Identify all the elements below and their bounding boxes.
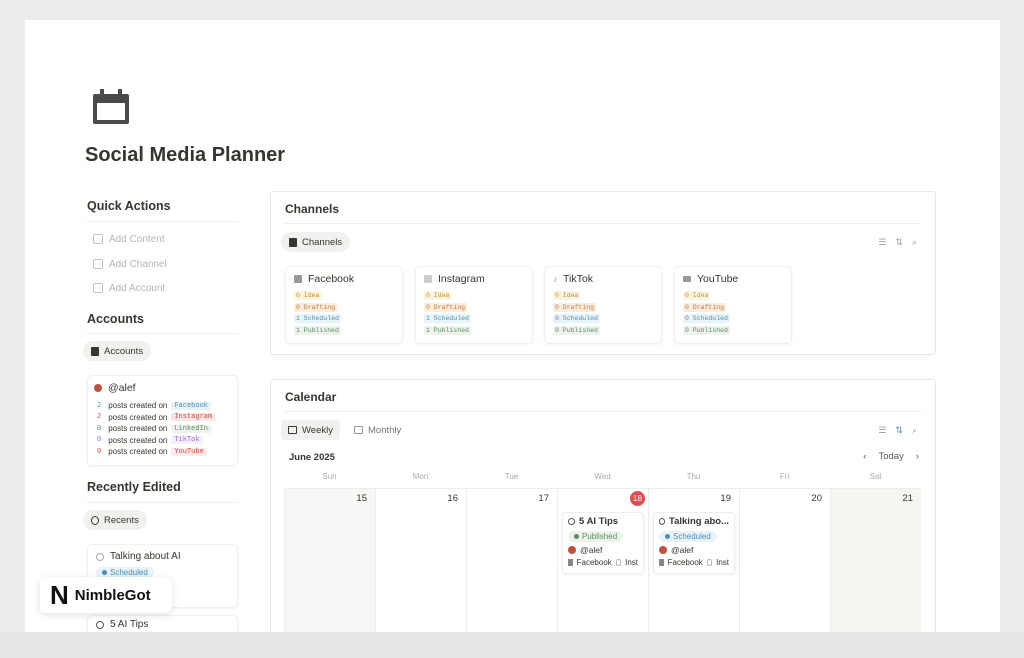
date-number: 19 — [720, 493, 731, 504]
weekday-label: Tue — [504, 472, 519, 481]
today-button[interactable]: Today — [878, 451, 904, 462]
calendar-day-cell[interactable]: 19 Talking abo... Scheduled @alef Faceboo… — [648, 488, 739, 632]
channel-card-tiktok[interactable]: ♪ TikTok 0 Idea 0 Drafting 0 Scheduled 0 Publ… — [544, 266, 662, 344]
date-number: 21 — [902, 493, 913, 504]
nimblegot-logo-icon: N — [50, 579, 69, 610]
accounts-view-tab[interactable]: Accounts — [83, 341, 152, 361]
tab-monthly[interactable]: Monthly — [347, 420, 408, 440]
table-icon — [289, 237, 297, 247]
weekday-label: Fri — [779, 472, 790, 481]
calendar-day-cell[interactable]: 16 — [375, 488, 466, 632]
event-card[interactable]: 5 AI Tips Published @alef Facebook Inst — [562, 512, 644, 574]
tab-weekly[interactable]: Weekly — [281, 420, 340, 440]
calendar-day-cell[interactable]: 17 — [466, 488, 557, 632]
youtube-icon — [683, 276, 691, 282]
recents-view-tab[interactable]: Recents — [83, 510, 147, 530]
page: Social Media Planner Quick Actions Add C… — [25, 20, 1000, 632]
search-icon[interactable]: ⌕ — [911, 425, 917, 435]
date-number: 20 — [811, 493, 822, 504]
channels-view-tab[interactable]: Channels — [281, 232, 351, 252]
add-content-button[interactable]: Add Content — [87, 228, 171, 250]
quick-actions-heading: Quick Actions — [87, 199, 171, 213]
calendar-day-cell[interactable]: 18 5 AI Tips Published @alef Facebook Inst — [557, 488, 648, 632]
channel-card-instagram[interactable]: Instagram 0 Idea 0 Drafting 1 Scheduled 1 Pu… — [415, 266, 533, 344]
instagram-icon — [424, 275, 432, 283]
filter-icon[interactable]: ☰ — [878, 425, 887, 435]
add-channel-button[interactable]: Add Channel — [87, 253, 173, 275]
calendar-day-cell[interactable]: 21 — [830, 488, 921, 632]
avatar — [568, 546, 576, 554]
today-date: 18 — [630, 491, 645, 506]
channel-card-facebook[interactable]: Facebook 0 Idea 0 Drafting 1 Scheduled 1 Pub… — [285, 266, 403, 344]
sort-icon[interactable]: ⇅ — [895, 425, 903, 435]
facebook-icon — [568, 559, 573, 566]
accounts-heading: Accounts — [87, 312, 144, 326]
sort-icon[interactable]: ⇅ — [895, 237, 903, 247]
event-card[interactable]: Talking abo... Scheduled @alef Facebook I… — [653, 512, 735, 574]
facebook-icon — [659, 559, 664, 566]
calendar-day-cell[interactable]: 15 — [284, 488, 375, 632]
facebook-icon — [294, 275, 302, 283]
channels-section: Channels Channels ☰ ⇅ ⌕ Facebook 0 Idea 0 Dr… — [270, 191, 936, 355]
recently-edited-heading: Recently Edited — [87, 480, 181, 494]
date-number: 17 — [538, 493, 549, 504]
contact-icon — [93, 283, 103, 293]
status-badge: Scheduled — [96, 567, 154, 578]
clock-icon — [91, 515, 99, 525]
table-icon — [93, 259, 103, 269]
calendar-day-cell[interactable]: 20 — [739, 488, 830, 632]
instagram-icon — [706, 559, 713, 566]
calendar-section: Calendar Weekly Monthly ☰ ⇅ ⌕ June 2025 ‹ T… — [270, 379, 936, 632]
contact-icon — [91, 346, 99, 356]
page-title: Social Media Planner — [85, 144, 286, 166]
month-label: June 2025 — [289, 452, 335, 463]
avatar — [659, 546, 667, 554]
brand-logo: N NimbleGot — [40, 577, 172, 613]
avatar — [94, 384, 102, 392]
weekday-label: Sun — [322, 472, 337, 481]
edit-icon — [93, 234, 103, 244]
status-circle-icon — [96, 621, 104, 629]
channel-card-youtube[interactable]: YouTube 0 Idea 0 Drafting 0 Scheduled 0 Publ… — [674, 266, 792, 344]
calendar-heading: Calendar — [285, 390, 337, 404]
weekday-label: Mon — [412, 472, 429, 481]
weekday-label: Wed — [594, 472, 611, 481]
prev-icon[interactable]: ‹ — [863, 451, 867, 462]
calendar-icon — [93, 89, 129, 124]
add-account-button[interactable]: Add Account — [87, 277, 171, 299]
date-number: 16 — [447, 493, 458, 504]
search-icon[interactable]: ⌕ — [911, 237, 917, 247]
status-badge: Published — [568, 531, 624, 542]
recent-item[interactable]: 5 AI Tips — [87, 615, 238, 632]
account-card[interactable]: @alef 2 posts created on Facebook 2 posts c… — [87, 375, 238, 466]
weekday-label: Thu — [686, 472, 701, 481]
channels-heading: Channels — [285, 202, 340, 216]
tiktok-icon: ♪ — [553, 274, 557, 284]
status-badge: Scheduled — [659, 531, 717, 542]
date-number: 15 — [356, 493, 367, 504]
filter-icon[interactable]: ☰ — [878, 237, 887, 247]
instagram-icon — [615, 559, 622, 566]
next-icon[interactable]: › — [915, 451, 919, 462]
gear-icon — [96, 552, 104, 561]
weekday-label: Sat — [869, 472, 882, 481]
